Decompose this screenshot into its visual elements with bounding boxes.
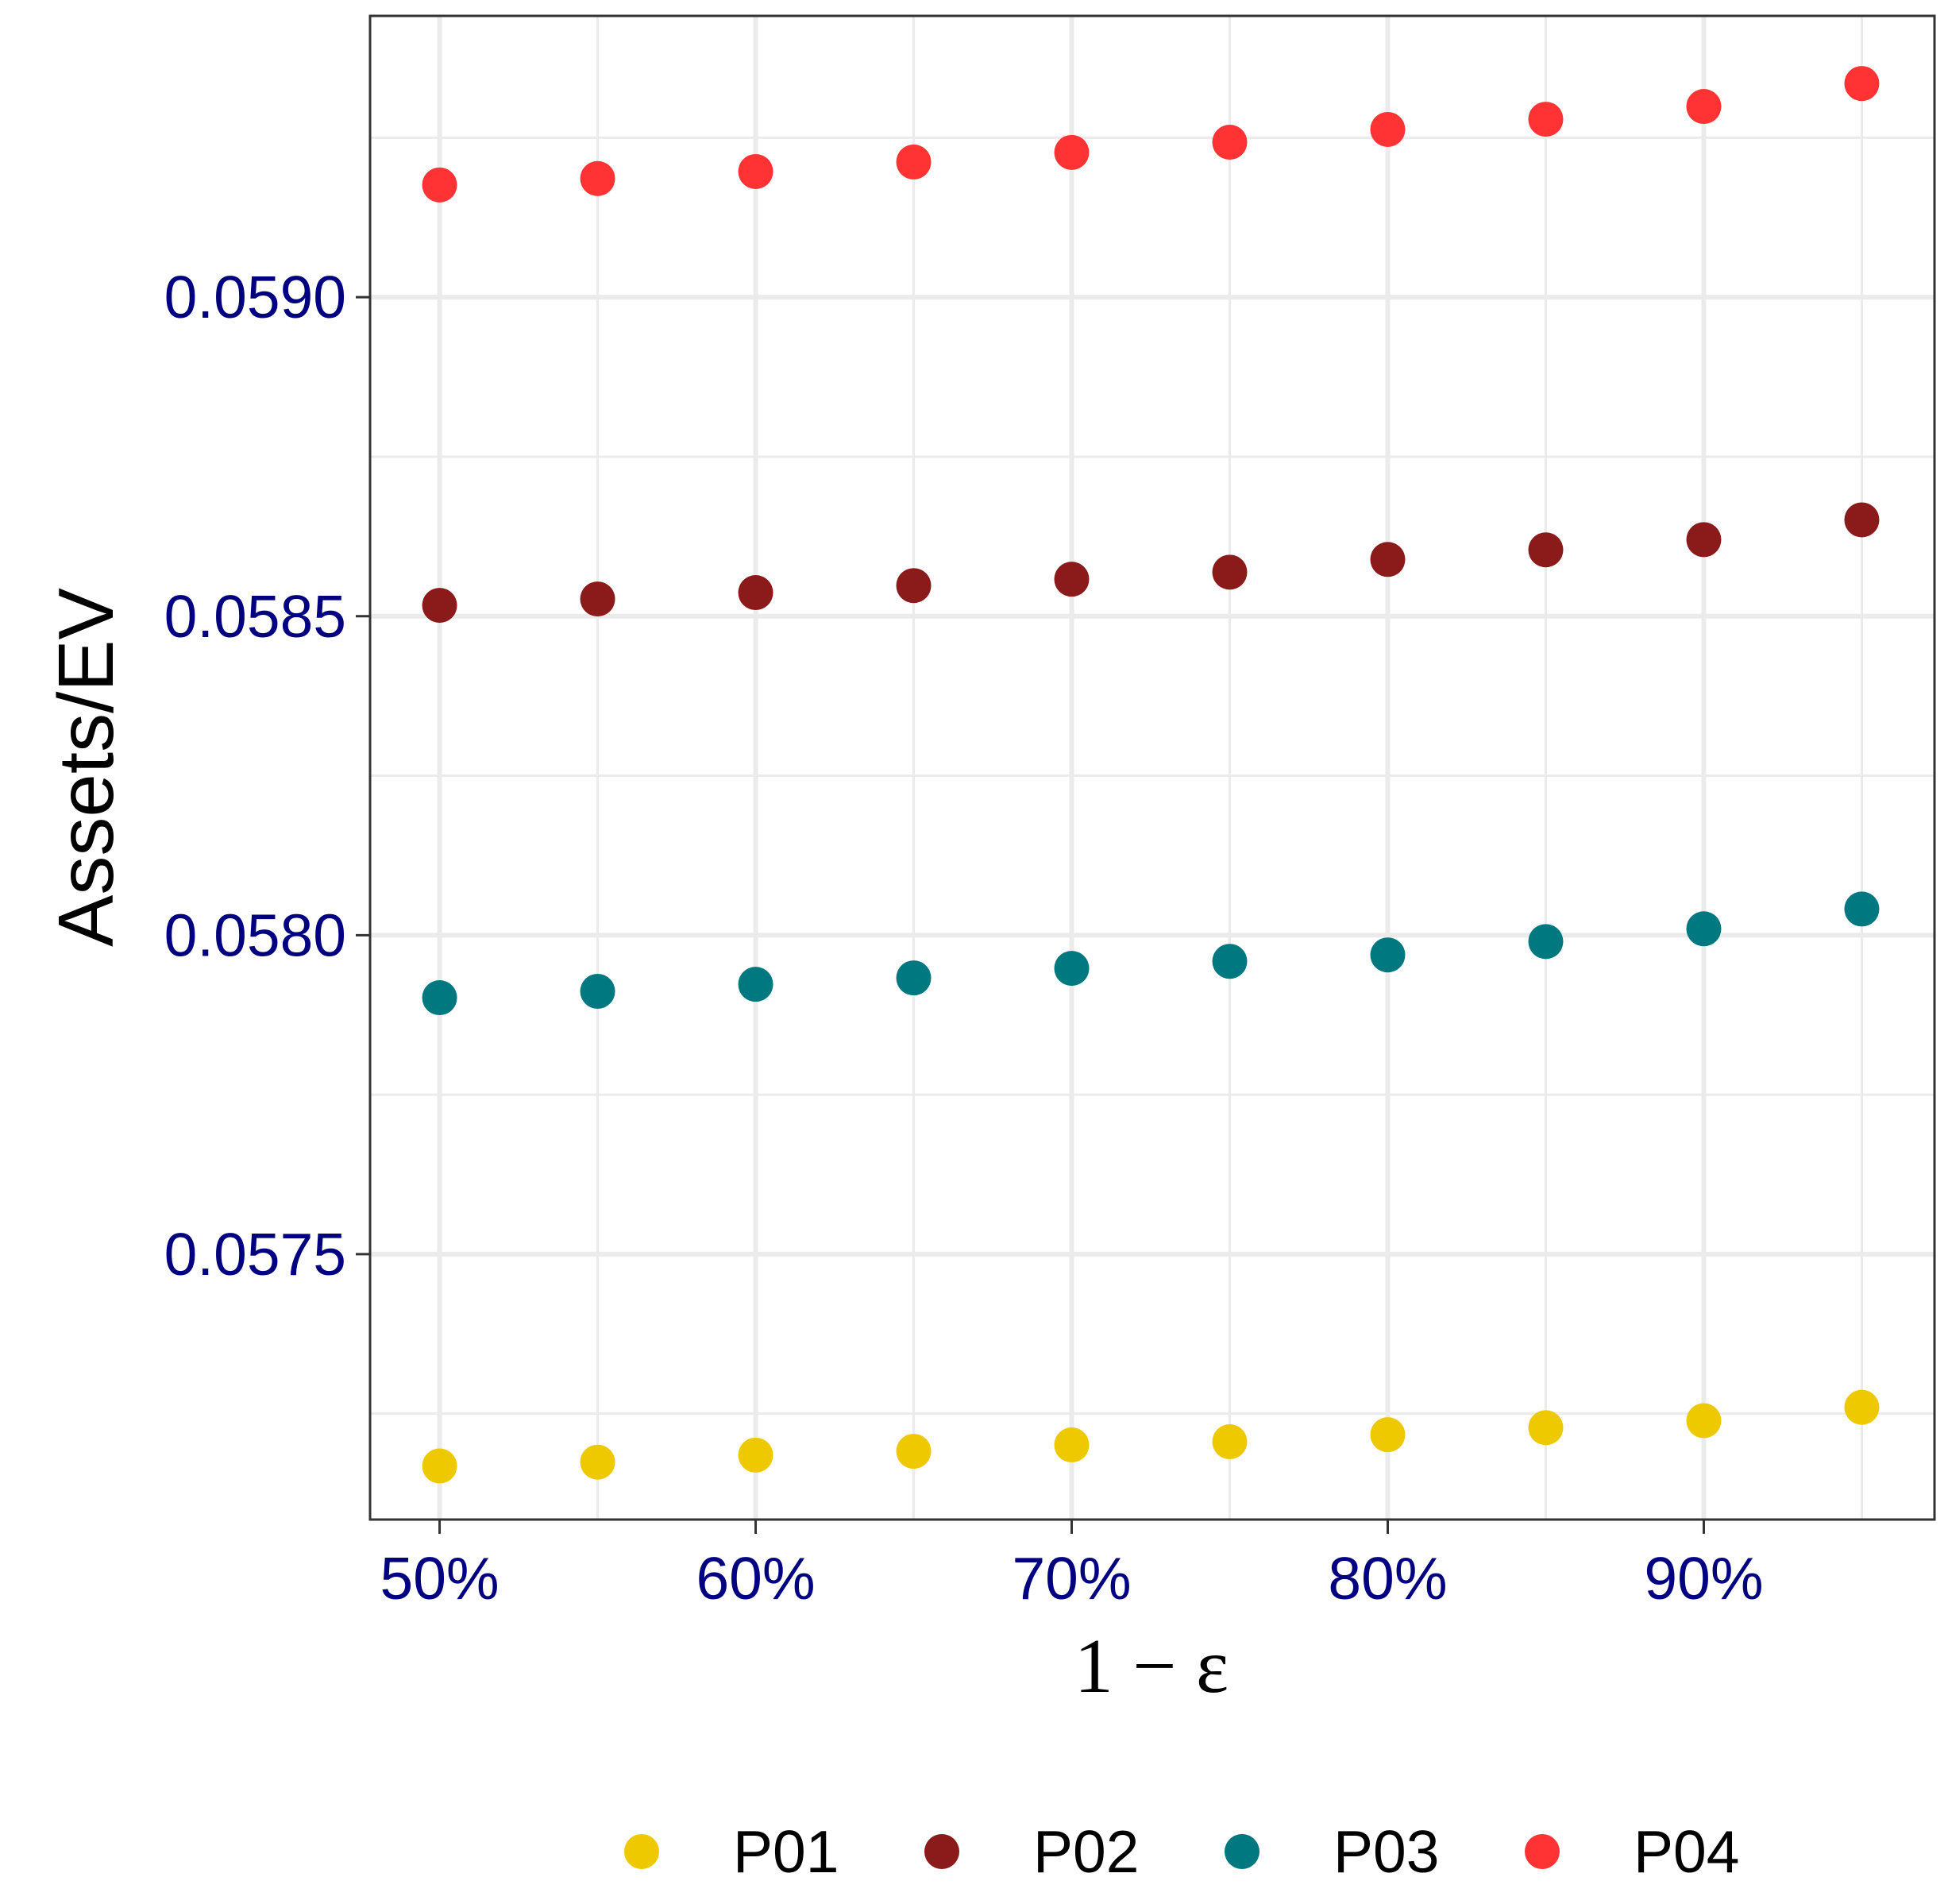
y-axis-title: Assets/EV: [42, 588, 129, 947]
y-tick-label: 0.0580: [164, 902, 346, 968]
point-p03: [896, 960, 932, 996]
legend-label-p02: P02: [1033, 1818, 1139, 1885]
legend-label-p03: P03: [1333, 1818, 1439, 1885]
point-p02: [896, 568, 932, 604]
point-p04: [896, 144, 932, 180]
point-p02: [1370, 542, 1406, 577]
point-p03: [1212, 944, 1248, 979]
point-p04: [422, 167, 457, 203]
point-p03: [422, 980, 457, 1016]
point-p01: [896, 1434, 932, 1470]
point-p04: [1686, 89, 1722, 125]
point-p01: [1844, 1389, 1880, 1425]
point-p03: [1844, 891, 1880, 927]
point-p02: [1212, 554, 1248, 590]
x-axis-title: 1 − ε: [1074, 1624, 1229, 1709]
y-axis-ticks: 0.0575 0.0580 0.0585 0.0590: [164, 264, 370, 1288]
point-p01: [580, 1444, 615, 1480]
point-p02: [1528, 532, 1564, 568]
plot-panel-border: [368, 14, 1936, 1521]
x-tick-label: 70%: [1012, 1545, 1131, 1612]
y-tick-label: 0.0590: [164, 264, 346, 330]
legend-key-p02: [924, 1834, 959, 1869]
point-p02: [580, 581, 615, 617]
data-points: [422, 66, 1880, 1484]
point-p03: [1054, 951, 1090, 987]
point-p01: [1054, 1427, 1090, 1463]
point-p01: [1686, 1403, 1722, 1439]
point-p03: [1370, 937, 1406, 973]
legend-key-p04: [1525, 1834, 1560, 1869]
point-p02: [1844, 502, 1880, 538]
point-p03: [738, 967, 773, 1002]
point-p04: [1054, 134, 1090, 170]
x-axis-ticks: 50% 60% 70% 80% 90%: [380, 1520, 1764, 1612]
legend: P01 P02 P03 P04: [624, 1818, 1739, 1885]
point-p04: [738, 153, 773, 189]
point-p02: [422, 588, 457, 624]
legend-label-p01: P01: [733, 1818, 839, 1885]
y-tick-label: 0.0585: [164, 583, 346, 650]
point-p01: [1212, 1424, 1248, 1460]
legend-label-p04: P04: [1634, 1818, 1739, 1885]
point-p02: [738, 575, 773, 611]
y-tick-label: 0.0575: [164, 1221, 346, 1288]
point-p04: [1370, 111, 1406, 147]
point-p03: [1528, 924, 1564, 960]
minor-gridlines: [370, 16, 1934, 1520]
point-p01: [1528, 1410, 1564, 1446]
point-p04: [1212, 125, 1248, 160]
point-p04: [1528, 102, 1564, 137]
point-p04: [1844, 66, 1880, 102]
legend-key-p01: [624, 1834, 659, 1869]
point-p04: [580, 160, 615, 196]
x-tick-label: 60%: [696, 1545, 815, 1612]
x-tick-label: 50%: [380, 1545, 499, 1612]
point-p03: [580, 974, 615, 1010]
legend-key-p03: [1225, 1834, 1259, 1869]
point-p02: [1054, 562, 1090, 597]
x-tick-label: 90%: [1644, 1545, 1763, 1612]
major-gridlines: [370, 16, 1934, 1520]
point-p02: [1686, 522, 1722, 558]
point-p01: [422, 1448, 457, 1484]
point-p01: [738, 1437, 773, 1473]
x-tick-label: 80%: [1328, 1545, 1447, 1612]
point-p03: [1686, 911, 1722, 947]
point-p01: [1370, 1417, 1406, 1453]
